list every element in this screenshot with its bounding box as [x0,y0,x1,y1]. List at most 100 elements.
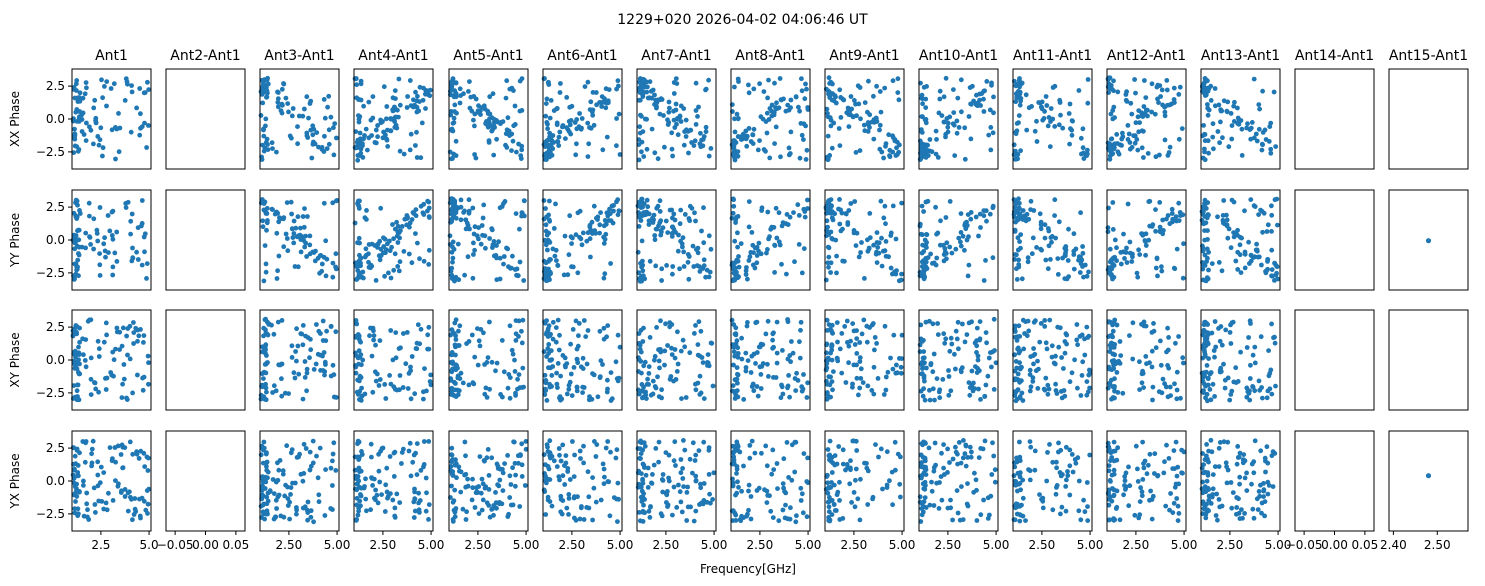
data-point [693,108,699,113]
data-point [1052,361,1058,367]
data-point [842,324,848,329]
data-point [1224,217,1230,223]
data-point [1139,145,1145,151]
data-point [1229,136,1235,142]
data-point [850,321,856,326]
panel [353,309,434,411]
data-point [404,216,410,221]
data-point [279,376,284,382]
data-point [470,205,476,211]
data-point [1115,390,1121,395]
data-point [761,147,767,152]
data-point [798,498,804,503]
data-point [650,378,656,384]
data-point [96,389,101,395]
data-point [360,155,366,160]
data-point [675,329,680,335]
data-point [307,467,313,473]
data-point [593,454,599,459]
data-point [456,328,461,334]
data-point [678,499,684,505]
data-point [593,499,599,505]
data-point [687,218,693,224]
data-point [614,116,619,121]
data-point [930,386,936,392]
data-point [1208,370,1214,375]
data-point [125,81,130,87]
data-point [673,230,678,235]
data-point [746,199,752,205]
data-point [454,110,459,116]
column-title: Ant3-Ant1 [264,48,334,64]
data-point [307,355,312,361]
data-point [311,367,317,372]
data-point [394,219,399,225]
data-point [1200,266,1206,272]
data-point [1043,257,1049,263]
data-point [541,76,547,82]
data-point [899,332,905,338]
data-point [333,264,338,270]
data-point [75,202,80,208]
data-point [373,378,379,384]
data-point [734,365,740,370]
data-point [392,115,397,121]
data-point [571,365,577,370]
data-point [356,235,362,241]
data-point [1130,356,1136,362]
data-point [896,97,902,103]
data-point [588,125,594,131]
data-point [261,148,267,154]
data-point [674,369,680,374]
data-point [513,390,518,396]
axes-frame [1294,189,1375,291]
data-point [555,262,561,268]
data-point [1125,137,1131,142]
data-point [371,333,377,338]
data-point [1015,235,1021,241]
data-point [824,341,830,347]
data-point [260,224,266,230]
column-title: Ant7-Ant1 [641,48,711,64]
y-tick-label: 2.5 [46,441,65,455]
data-point [423,508,429,514]
data-point [576,333,581,339]
data-point [642,443,648,449]
data-point [1238,349,1243,355]
data-point [781,485,786,491]
data-point [281,81,287,87]
data-point [103,376,108,381]
data-point [466,339,472,344]
data-point [81,352,86,358]
data-point [305,214,310,219]
data-point [283,95,289,101]
data-point [519,340,525,346]
panel [1105,309,1187,411]
data-point [669,322,675,327]
data-point [358,255,363,261]
data-point [305,135,311,140]
data-point [1020,208,1026,213]
data-point [320,368,326,373]
data-point [870,496,875,502]
data-point [746,507,751,513]
data-point [598,358,604,364]
data-point [72,246,78,252]
data-point [774,235,780,241]
data-point [883,374,889,380]
data-point [918,388,924,394]
data-point [1205,112,1211,118]
data-point [751,388,757,394]
data-point [364,208,369,213]
data-point [123,76,129,82]
data-point [693,508,699,514]
data-point [316,499,322,505]
data-point [854,351,860,356]
data-point [665,122,671,127]
data-point [638,438,644,444]
data-point [137,86,143,91]
data-point [1132,140,1138,146]
x-tick-label: 2.50 [276,538,303,552]
data-point [275,99,281,105]
data-point [305,517,310,523]
